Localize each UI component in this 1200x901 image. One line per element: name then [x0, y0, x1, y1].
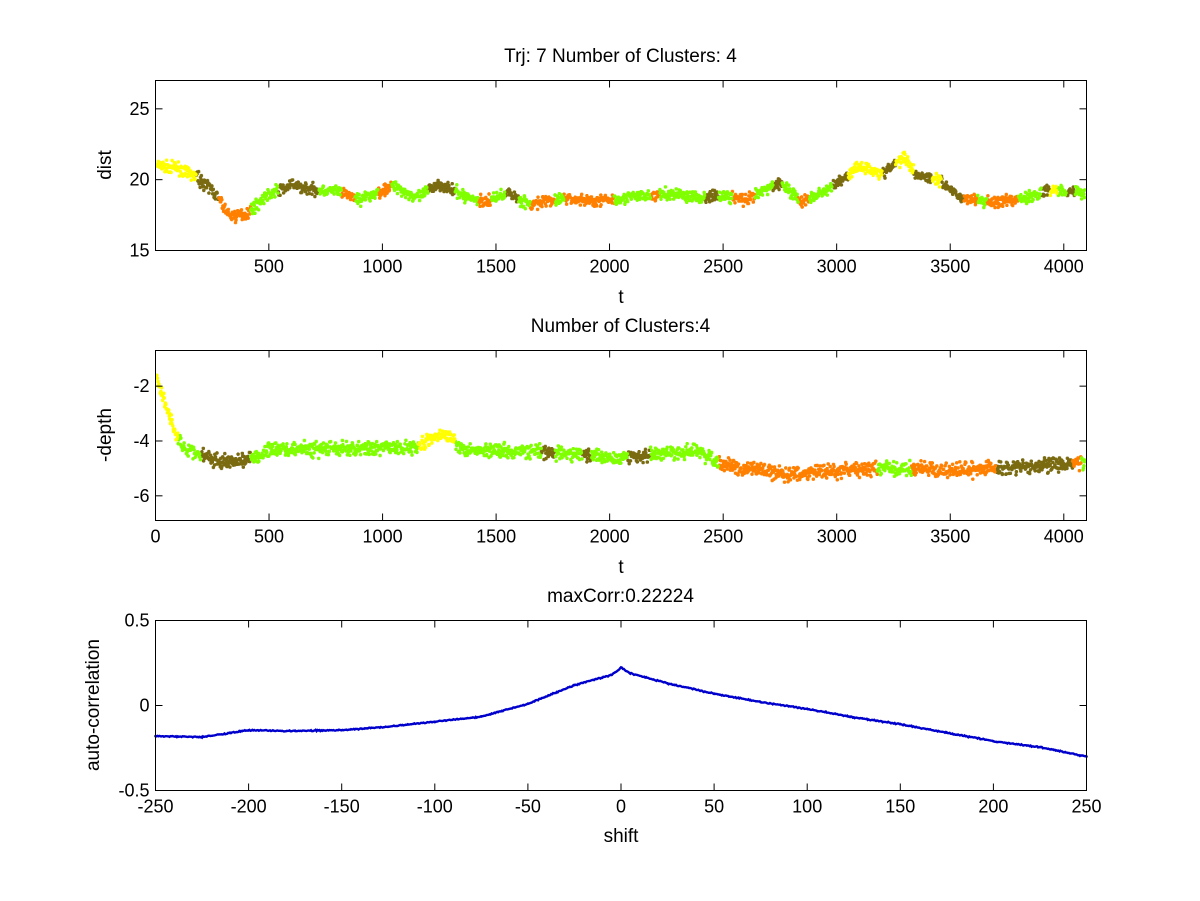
autocorr-x-tick-label: 250: [1071, 797, 1101, 817]
dist-axis-ticks: 500 1000 1500 2000 2500 3000 3500 4000 15 20 25: [129, 80, 1087, 277]
dist-cluster-1-points: [155, 150, 1059, 198]
depth-x-tick-label: 1500: [476, 527, 516, 547]
depth-x-tick-label: 4000: [1044, 527, 1084, 547]
depth-x-tick-label: 0: [150, 527, 160, 547]
depth-cluster-2-points: [176, 433, 1087, 478]
autocorr-data-point: [899, 722, 902, 726]
autocorr-x-axis-label: shift: [604, 826, 640, 847]
autocorr-data-point: [852, 716, 856, 719]
depth-y-tick-label: -6: [133, 486, 149, 506]
autocorr-data-point: [293, 729, 297, 733]
depth-x-tick-label: 2500: [703, 527, 743, 547]
depth-y-axis-label: -depth: [95, 408, 116, 462]
dist-x-tick-label: 2000: [590, 257, 630, 277]
autocorr-data-point: [526, 702, 530, 706]
autocorr-data-point: [573, 683, 576, 687]
dist-x-tick-label: 500: [254, 257, 284, 277]
depth-chart-title: Number of Clusters:4: [531, 316, 711, 337]
dist-chart-title: Trj: 7 Number of Clusters: 4: [504, 46, 737, 67]
autocorr-y-tick-label: 0: [139, 696, 149, 716]
dist-y-tick-label: 25: [129, 99, 149, 119]
dist-x-tick-label: 3500: [930, 257, 970, 277]
depth-scatter-points: [155, 373, 1087, 484]
depth-x-tick-label: 500: [254, 527, 284, 547]
depth-x-tick-label: 3500: [930, 527, 970, 547]
autocorr-data-point: [433, 720, 437, 723]
autocorr-chart-title: maxCorr:0.22224: [547, 586, 694, 607]
dist-y-tick-label: 15: [129, 241, 149, 261]
autocorr-data-point: [340, 728, 344, 732]
autocorr-data-point: [945, 731, 949, 734]
depth-x-tick-label: 1000: [363, 527, 403, 547]
dist-x-tick-label: 1000: [362, 257, 402, 277]
autocorr-x-tick-label: -200: [231, 797, 267, 817]
dist-x-tick-label: 3000: [817, 257, 857, 277]
autocorr-x-tick-label: -100: [417, 797, 453, 817]
dist-x-tick-label: 4000: [1044, 257, 1084, 277]
dist-x-tick-label: 2500: [703, 257, 743, 277]
depth-panel: Number of Clusters:4 0 500 1000 1500 2000 250…: [95, 316, 1087, 578]
autocorr-x-tick-label: 150: [885, 797, 915, 817]
autocorr-data-point: [805, 707, 809, 711]
dist-x-axis-label: t: [618, 287, 624, 308]
autocorr-x-tick-label: 0: [616, 797, 626, 817]
dist-cluster-2-points: [249, 180, 1087, 216]
autocorr-data-point: [712, 692, 716, 695]
depth-axis-ticks: 0 500 1000 1500 2000 2500 3000 3500 4000 -6 -4 -2: [133, 350, 1087, 547]
autocorr-data-point: [200, 735, 204, 739]
autocorr-x-tick-label: 100: [792, 797, 822, 817]
dist-axes-box: [155, 80, 1087, 251]
autocorr-data-point: [610, 673, 613, 677]
autocorr-x-tick-label: -50: [515, 797, 541, 817]
autocorr-x-tick-label: 50: [704, 797, 724, 817]
autocorr-data-point: [666, 682, 669, 685]
dist-y-tick-label: 20: [129, 170, 149, 190]
dist-y-axis-label: dist: [95, 150, 116, 180]
autocorr-data-point: [247, 728, 250, 732]
autocorr-panel: maxCorr:0.22224 -250 -200 -150 -100 -50 0 50 10…: [83, 586, 1102, 847]
autocorr-data-point: [480, 715, 483, 718]
autocorr-data-point: [619, 666, 623, 670]
autocorr-x-tick-label: -150: [324, 797, 360, 817]
depth-y-tick-label: -4: [133, 431, 149, 451]
autocorr-line-marks: [154, 665, 1088, 758]
depth-x-tick-label: 3000: [817, 527, 857, 547]
autocorr-data-point: [629, 671, 632, 675]
autocorr-data-point: [759, 700, 762, 704]
autocorr-axis-ticks: -250 -200 -150 -100 -50 0 50 100 150 200 250 -0.5 0 0…: [118, 611, 1101, 817]
autocorr-data-point: [386, 725, 390, 729]
depth-axes-box: [155, 350, 1087, 521]
depth-x-axis-label: t: [618, 557, 624, 578]
autocorr-y-tick-label: 0.5: [124, 611, 149, 631]
autocorr-y-tick-label: -0.5: [118, 781, 149, 801]
autocorr-y-axis-label: auto-correlation: [83, 639, 104, 771]
autocorr-axes-box: [155, 620, 1087, 791]
autocorr-x-tick-label: -250: [137, 797, 173, 817]
dist-x-tick-label: 1500: [476, 257, 516, 277]
autocorr-data-point: [992, 739, 995, 743]
depth-y-tick-label: -2: [133, 376, 149, 396]
depth-cluster-1-points: [155, 373, 457, 451]
autocorr-data-point: [1038, 745, 1042, 749]
depth-x-tick-label: 2000: [590, 527, 630, 547]
dist-scatter-points: [155, 150, 1087, 225]
autocorr-x-tick-label: 200: [978, 797, 1008, 817]
